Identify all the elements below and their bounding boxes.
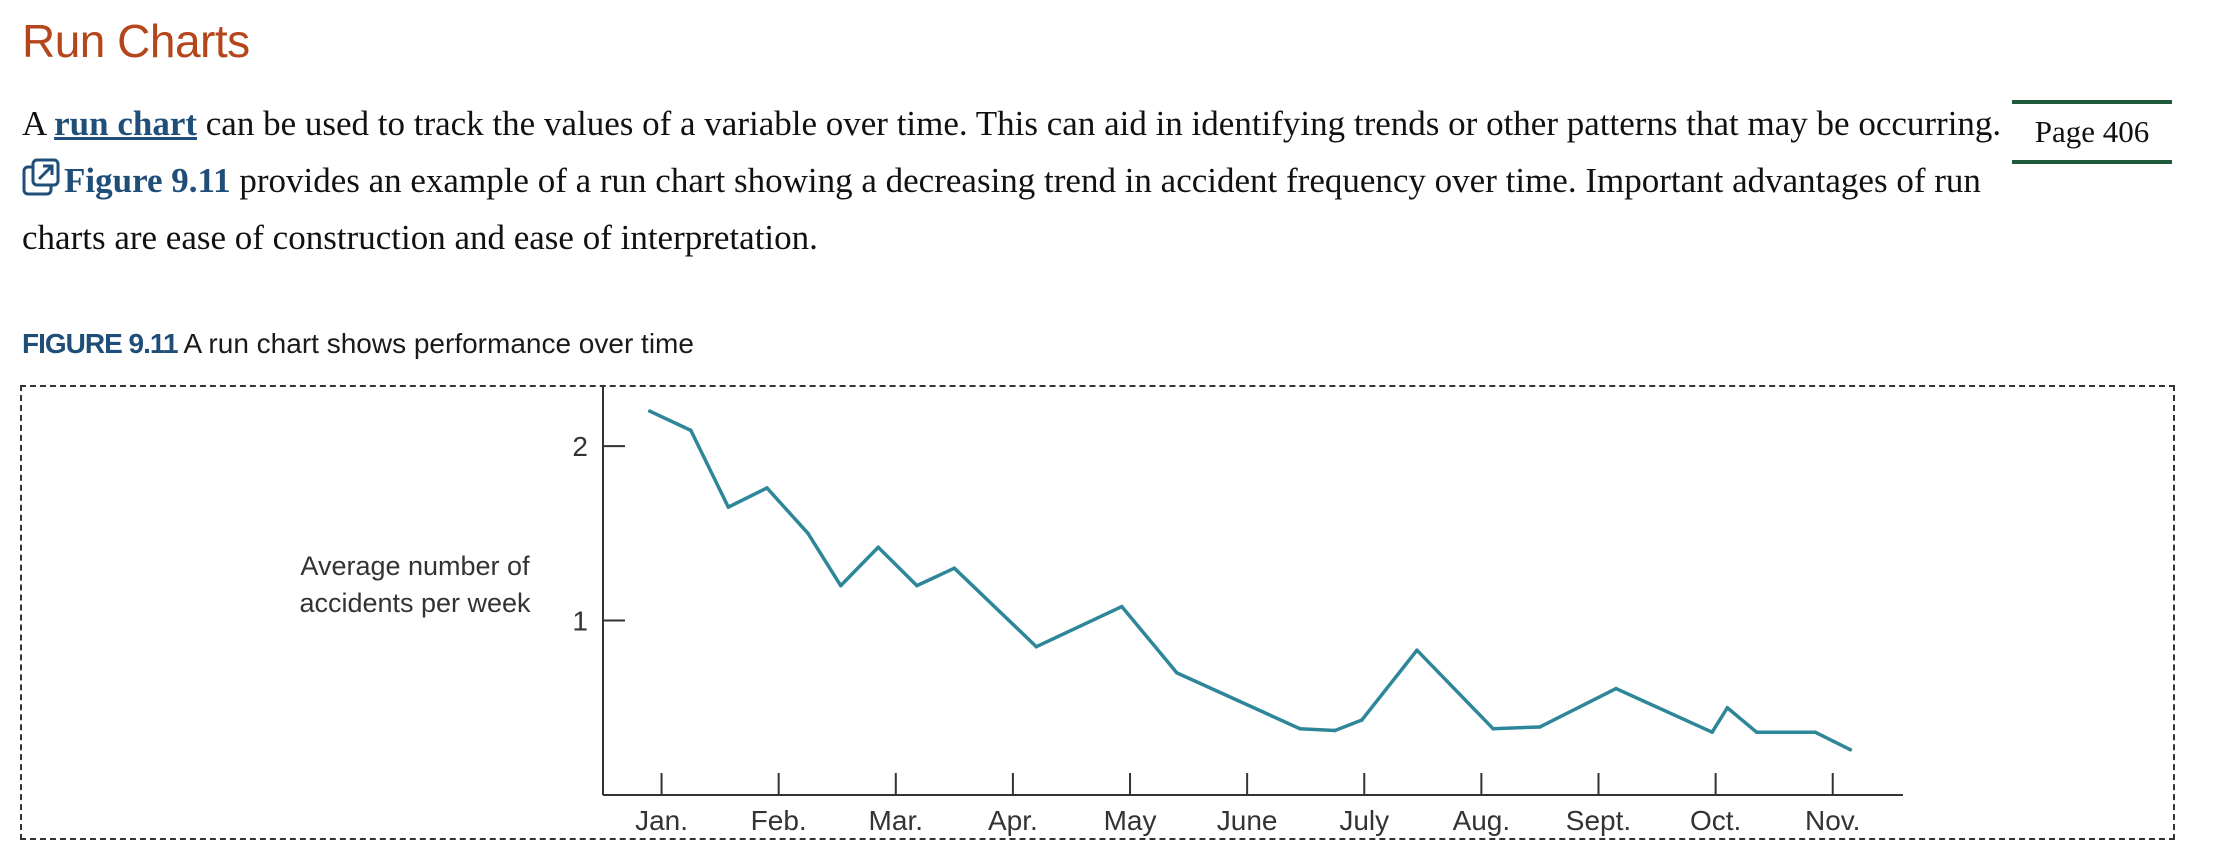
data-point (1710, 730, 1714, 734)
x-tick-label: Mar. (869, 805, 923, 836)
data-point (1298, 726, 1302, 731)
data-point (726, 505, 731, 509)
body-paragraph: A run chart can be used to track the val… (22, 95, 2012, 266)
x-tick-label: July (1339, 805, 1389, 836)
x-tick-label: May (1104, 805, 1157, 836)
series-line (648, 409, 1853, 752)
paragraph-text-middle: can be used to track the values of a var… (197, 104, 2002, 143)
data-point (765, 486, 769, 490)
data-point (876, 545, 881, 550)
x-tick-label: Nov. (1805, 805, 1861, 836)
x-tick-label: Jan. (635, 805, 688, 836)
x-tick-label: Aug. (1453, 805, 1511, 836)
data-point (1538, 725, 1542, 729)
y-tick-label: 1 (572, 606, 588, 637)
data-point (838, 583, 843, 588)
data-point (1120, 604, 1124, 609)
data-point (1754, 730, 1759, 734)
x-tick-label: Oct. (1690, 805, 1741, 836)
data-point (1175, 671, 1179, 675)
figure-reference-link[interactable]: Figure 9.11 (22, 158, 231, 200)
figure-label: FIGURE 9.11 (22, 328, 179, 359)
data-point (1415, 648, 1419, 652)
data-point (1725, 705, 1730, 710)
x-tick-label: Apr. (988, 805, 1038, 836)
run-chart-glossary-link[interactable]: run chart (54, 104, 198, 143)
data-point (1034, 644, 1039, 649)
data-point (806, 531, 810, 536)
data-point (689, 428, 693, 433)
data-point (1848, 747, 1853, 752)
data-point (915, 583, 919, 588)
page-number-marker: Page 406 (2012, 100, 2172, 164)
data-point (1614, 686, 1618, 691)
figure-caption: FIGURE 9.11 A run chart shows performance… (22, 328, 694, 360)
y-tick-label: 2 (572, 431, 588, 462)
section-title: Run Charts (22, 15, 250, 67)
figure-frame (20, 385, 2175, 840)
x-tick-label: Feb. (751, 805, 807, 836)
figure-caption-text: A run chart shows performance over time (183, 328, 694, 359)
y-axis-label: Average number of accidents per week (299, 551, 531, 618)
x-tick-label: Sept. (1566, 805, 1631, 836)
data-point (1813, 730, 1817, 734)
data-point (1360, 718, 1364, 722)
data-point (1333, 728, 1337, 733)
external-link-icon (22, 158, 60, 196)
data-point (1491, 726, 1495, 731)
x-tick-label: June (1217, 805, 1278, 836)
data-point (648, 409, 652, 413)
figure-reference-label: Figure 9.11 (64, 161, 231, 200)
paragraph-text-start: A (22, 104, 55, 143)
data-point (952, 566, 957, 570)
paragraph-text-end: provides an example of a run chart showi… (22, 161, 1981, 257)
